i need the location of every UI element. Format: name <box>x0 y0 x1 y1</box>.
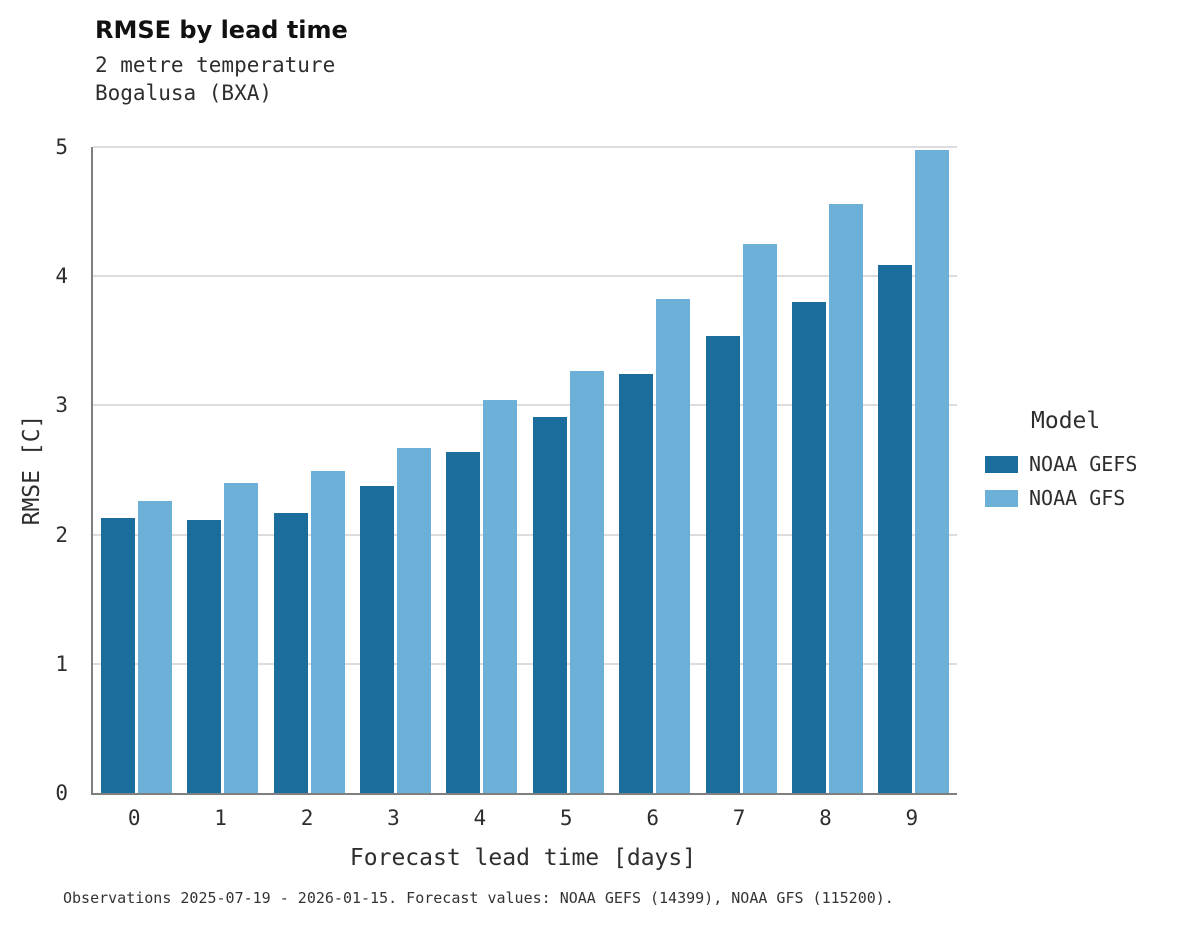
bar-noaa-gefs <box>446 451 481 793</box>
bar-noaa-gfs <box>915 149 950 793</box>
bar-noaa-gfs <box>310 471 345 793</box>
y-axis-ticks: 0 1 2 3 4 5 <box>0 135 80 805</box>
x-tick-label: 2 <box>300 806 314 830</box>
bar-noaa-gefs <box>619 374 654 793</box>
bar-noaa-gfs <box>137 501 172 793</box>
y-tick-label: 1 <box>55 651 68 676</box>
gridline <box>93 404 957 407</box>
legend-label: NOAA GFS <box>1029 486 1126 510</box>
gridlines <box>93 146 957 793</box>
x-axis-ticks: 0 1 2 3 4 5 6 7 8 9 <box>91 806 955 830</box>
bar-group <box>698 147 784 793</box>
bar-noaa-gefs <box>100 517 135 793</box>
bar-group <box>611 147 697 793</box>
x-tick-label: 7 <box>732 806 746 830</box>
bar-noaa-gefs <box>791 302 826 793</box>
bar-group <box>266 147 352 793</box>
x-tick-label: 1 <box>214 806 227 830</box>
bar-group <box>784 147 870 793</box>
gridline <box>93 275 957 278</box>
x-tick-label: 9 <box>905 806 919 830</box>
bar-noaa-gefs <box>532 417 567 793</box>
y-tick-label: 2 <box>55 522 68 547</box>
y-tick-label: 3 <box>55 393 68 418</box>
x-tick-label: 8 <box>819 806 832 830</box>
x-tick-label: 5 <box>559 806 573 830</box>
y-axis-label: RMSE [C] <box>19 414 45 526</box>
bar-groups <box>93 147 957 793</box>
x-tick-label: 6 <box>646 806 659 830</box>
x-tick-label: 4 <box>473 806 487 830</box>
legend-entries: NOAA GEFS NOAA GFS <box>985 452 1185 510</box>
y-tick-label: 0 <box>55 781 68 805</box>
bar-noaa-gefs <box>878 264 913 793</box>
bar-noaa-gfs <box>742 243 777 793</box>
plot-area <box>91 146 957 795</box>
bar-noaa-gfs <box>656 299 691 793</box>
bar-group <box>179 147 265 793</box>
bar-noaa-gefs <box>359 485 394 793</box>
bar-noaa-gfs <box>396 448 431 793</box>
caption: Observations 2025-07-19 - 2026-01-15. Fo… <box>63 889 894 907</box>
bar-noaa-gfs <box>483 400 518 793</box>
legend-label: NOAA GEFS <box>1029 452 1138 476</box>
bar-noaa-gfs <box>828 203 863 793</box>
bar-noaa-gefs <box>273 512 308 793</box>
bar-group <box>871 147 957 793</box>
legend-entry: NOAA GEFS <box>985 452 1185 476</box>
gridline <box>93 662 957 665</box>
legend-title: Model <box>1031 408 1101 434</box>
bar-group <box>352 147 438 793</box>
bar-group <box>439 147 525 793</box>
chart-title: RMSE by lead time <box>95 16 348 44</box>
y-tick-label: 5 <box>55 135 68 159</box>
x-tick-label: 3 <box>387 806 400 830</box>
chart-subtitle-station: Bogalusa (BXA) <box>95 81 273 105</box>
legend-swatch-icon <box>985 489 1018 507</box>
legend-entry: NOAA GFS <box>985 486 1185 510</box>
bar-noaa-gefs <box>187 520 222 793</box>
x-tick-label: 0 <box>127 806 141 830</box>
chart-subtitle-variable: 2 metre temperature <box>95 53 336 77</box>
bar-noaa-gefs <box>705 335 740 793</box>
bar-noaa-gfs <box>569 370 604 793</box>
gridline <box>93 146 957 148</box>
bar-noaa-gfs <box>224 482 259 793</box>
y-tick-label: 4 <box>55 264 68 289</box>
gridline <box>93 533 957 536</box>
x-axis-label: Forecast lead time [days] <box>349 845 697 871</box>
legend-swatch-icon <box>985 455 1018 473</box>
bar-group <box>93 147 179 793</box>
bar-group <box>525 147 611 793</box>
legend: Model NOAA GEFS NOAA GFS <box>985 408 1185 520</box>
